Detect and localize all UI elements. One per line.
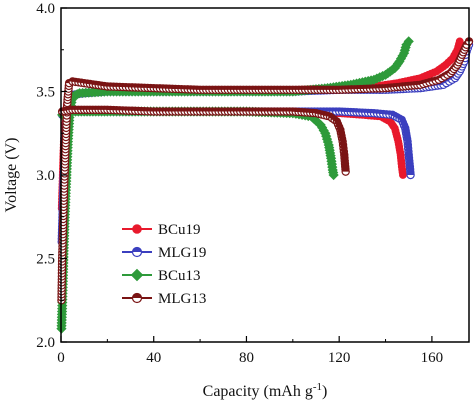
y-tick-label: 3.0 bbox=[36, 168, 55, 184]
discharge-point bbox=[406, 170, 415, 180]
y-axis-title: Voltage (V) bbox=[3, 138, 20, 213]
discharge-point bbox=[399, 171, 407, 179]
legend-label: MLG19 bbox=[158, 245, 206, 261]
legend-marker bbox=[132, 224, 142, 234]
series-mlg13 bbox=[57, 37, 474, 305]
charge-point bbox=[403, 36, 414, 47]
series-mlg19 bbox=[57, 40, 474, 246]
legend-label: MLG13 bbox=[158, 291, 206, 307]
legend: BCu19 MLG19 BCu13 MLG13 bbox=[122, 222, 206, 307]
discharge-point bbox=[341, 167, 350, 176]
x-axis-title-close: ) bbox=[322, 383, 327, 400]
y-tick-label: 4.0 bbox=[36, 1, 55, 17]
legend-marker bbox=[131, 246, 143, 258]
charge-point bbox=[455, 37, 464, 46]
legend-item: MLG19 bbox=[122, 245, 206, 261]
x-tick-label: 120 bbox=[328, 350, 351, 366]
x-axis-title-main: Capacity (mAh g bbox=[203, 383, 313, 400]
x-tick-label: 0 bbox=[57, 350, 65, 366]
y-tick-label: 2.5 bbox=[36, 252, 55, 268]
legend-label: BCu13 bbox=[158, 268, 201, 284]
discharge-point bbox=[328, 169, 339, 181]
x-axis-title-superscript: -1 bbox=[313, 381, 322, 393]
series-bcu13 bbox=[56, 36, 414, 334]
legend-item: BCu13 bbox=[122, 268, 201, 284]
legend-item: MLG13 bbox=[122, 291, 206, 307]
x-tick-label: 160 bbox=[421, 350, 444, 366]
legend-item: BCu19 bbox=[122, 222, 201, 238]
y-tick-label: 3.5 bbox=[36, 85, 55, 101]
legend-label: BCu19 bbox=[158, 222, 201, 238]
x-tick-label: 80 bbox=[239, 350, 254, 366]
legend-marker bbox=[130, 268, 144, 282]
series-layer bbox=[56, 36, 474, 334]
x-axis-title: Capacity (mAh g-1) bbox=[203, 381, 328, 400]
ticks-layer: 0 40 80 120 160 2.0 2.5 3.0 3.5 4.0 bbox=[36, 1, 443, 366]
legend-marker bbox=[131, 292, 143, 304]
y-tick-label: 2.0 bbox=[36, 335, 55, 351]
x-tick-label: 40 bbox=[146, 350, 161, 366]
